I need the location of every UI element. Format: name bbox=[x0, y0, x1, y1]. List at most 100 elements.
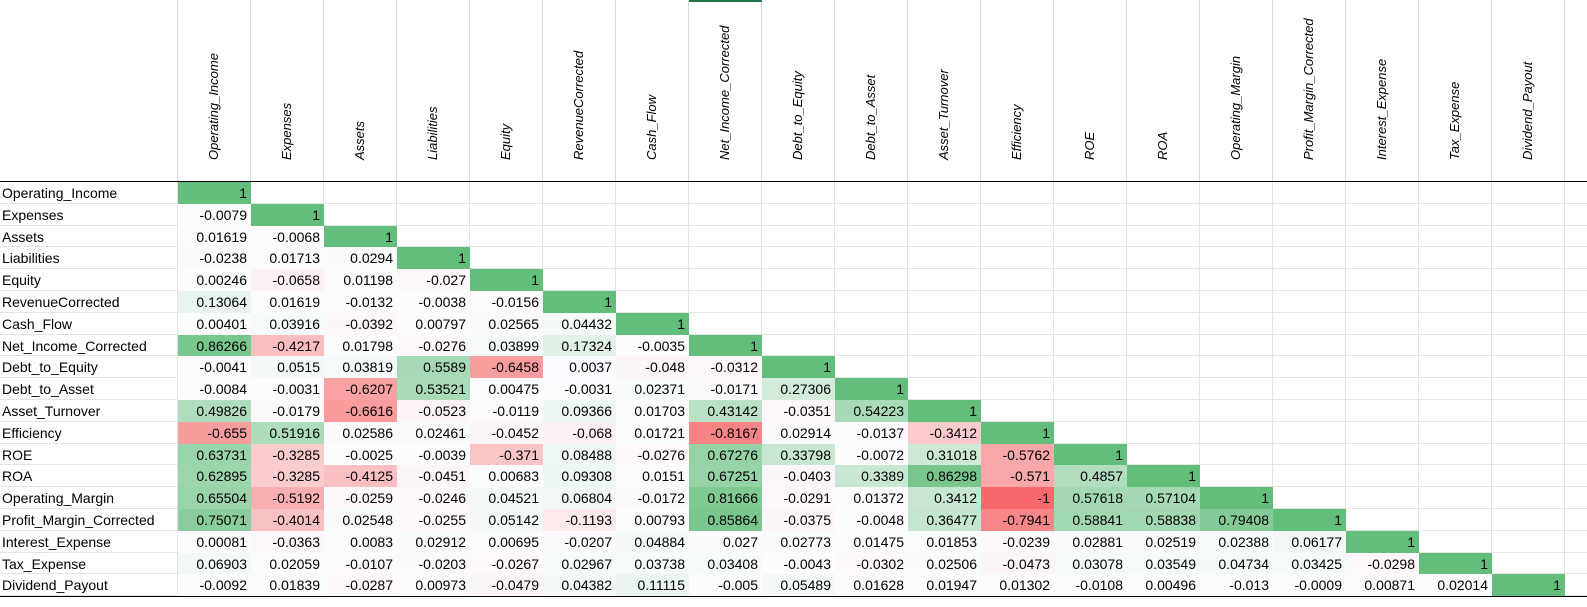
correlation-cell[interactable]: -0.027 bbox=[397, 269, 470, 291]
column-header[interactable]: Expenses bbox=[251, 0, 324, 182]
correlation-cell[interactable]: -0.0107 bbox=[324, 553, 397, 575]
column-header[interactable]: ROA bbox=[1127, 0, 1200, 182]
correlation-cell[interactable]: 0.00475 bbox=[470, 378, 543, 400]
column-header[interactable]: Liabilities bbox=[397, 0, 470, 182]
row-label[interactable]: Dividend_Payout bbox=[0, 574, 178, 596]
column-header[interactable]: Profit_Margin_Corrected bbox=[1273, 0, 1346, 182]
correlation-cell[interactable]: 0.4857 bbox=[1054, 465, 1127, 487]
correlation-cell[interactable]: -0.655 bbox=[178, 422, 251, 444]
correlation-cell[interactable]: -0.0041 bbox=[178, 356, 251, 378]
correlation-cell[interactable]: 0.08488 bbox=[543, 444, 616, 466]
correlation-cell[interactable]: 1 bbox=[981, 422, 1054, 444]
correlation-cell[interactable]: -0.0452 bbox=[470, 422, 543, 444]
correlation-cell[interactable]: -0.3412 bbox=[908, 422, 981, 444]
column-header[interactable]: Operating_Margin bbox=[1200, 0, 1273, 182]
column-header[interactable]: Debt_to_Equity bbox=[762, 0, 835, 182]
correlation-cell[interactable]: -0.571 bbox=[981, 465, 1054, 487]
row-label[interactable]: Interest_Expense bbox=[0, 531, 178, 553]
correlation-cell[interactable]: 0.67276 bbox=[689, 444, 762, 466]
column-header[interactable]: Tax_Expense bbox=[1419, 0, 1492, 182]
correlation-cell[interactable]: 1 bbox=[762, 356, 835, 378]
correlation-cell[interactable]: 0.58841 bbox=[1054, 509, 1127, 531]
correlation-cell[interactable]: -0.0092 bbox=[178, 574, 251, 596]
correlation-cell[interactable]: 0.0515 bbox=[251, 356, 324, 378]
column-header[interactable]: Assets bbox=[324, 0, 397, 182]
correlation-cell[interactable]: 0.58838 bbox=[1127, 509, 1200, 531]
correlation-cell[interactable]: 0.81666 bbox=[689, 487, 762, 509]
correlation-cell[interactable]: 0.49826 bbox=[178, 400, 251, 422]
correlation-cell[interactable]: -0.0312 bbox=[689, 356, 762, 378]
correlation-cell[interactable]: 0.0083 bbox=[324, 531, 397, 553]
correlation-cell[interactable]: 0.0037 bbox=[543, 356, 616, 378]
column-header[interactable]: Cash_Flow bbox=[616, 0, 689, 182]
correlation-cell[interactable]: 0.33798 bbox=[762, 444, 835, 466]
correlation-cell[interactable]: 0.3412 bbox=[908, 487, 981, 509]
correlation-cell[interactable]: -0.0403 bbox=[762, 465, 835, 487]
correlation-cell[interactable]: -0.0302 bbox=[835, 553, 908, 575]
row-label[interactable]: Efficiency bbox=[0, 422, 178, 444]
correlation-cell[interactable]: -0.1193 bbox=[543, 509, 616, 531]
row-label[interactable]: Equity bbox=[0, 269, 178, 291]
correlation-cell[interactable]: 0.01619 bbox=[251, 291, 324, 313]
correlation-cell[interactable]: -0.048 bbox=[616, 356, 689, 378]
correlation-cell[interactable]: -0.0043 bbox=[762, 553, 835, 575]
correlation-cell[interactable]: 0.03819 bbox=[324, 356, 397, 378]
correlation-cell[interactable]: -0.0363 bbox=[251, 531, 324, 553]
correlation-cell[interactable]: -0.0203 bbox=[397, 553, 470, 575]
correlation-cell[interactable]: 0.00246 bbox=[178, 269, 251, 291]
column-header[interactable]: Interest_Expense bbox=[1346, 0, 1419, 182]
correlation-cell[interactable]: -0.0038 bbox=[397, 291, 470, 313]
column-header[interactable]: Dividend_Payout bbox=[1492, 0, 1565, 182]
correlation-cell[interactable]: 0.63731 bbox=[178, 444, 251, 466]
correlation-cell[interactable]: 1 bbox=[835, 378, 908, 400]
column-header[interactable]: ROE bbox=[1054, 0, 1127, 182]
correlation-cell[interactable]: 0.01947 bbox=[908, 574, 981, 596]
correlation-cell[interactable]: -0.0479 bbox=[470, 574, 543, 596]
column-header[interactable]: RevenueCorrected bbox=[543, 0, 616, 182]
correlation-cell[interactable]: -0.0179 bbox=[251, 400, 324, 422]
correlation-cell[interactable]: 0.09366 bbox=[543, 400, 616, 422]
correlation-cell[interactable]: -0.0048 bbox=[835, 509, 908, 531]
correlation-cell[interactable]: 0.01198 bbox=[324, 269, 397, 291]
correlation-cell[interactable]: 0.02967 bbox=[543, 553, 616, 575]
row-label[interactable]: Expenses bbox=[0, 204, 178, 226]
correlation-cell[interactable]: 0.03408 bbox=[689, 553, 762, 575]
correlation-cell[interactable]: 0.11115 bbox=[616, 574, 689, 596]
correlation-cell[interactable]: -0.0068 bbox=[251, 226, 324, 248]
correlation-cell[interactable]: 0.00871 bbox=[1346, 574, 1419, 596]
correlation-cell[interactable]: -0.0031 bbox=[543, 378, 616, 400]
correlation-cell[interactable]: 0.02519 bbox=[1127, 531, 1200, 553]
row-label[interactable]: Operating_Margin bbox=[0, 487, 178, 509]
correlation-cell[interactable]: 0.75071 bbox=[178, 509, 251, 531]
correlation-cell[interactable]: 0.02881 bbox=[1054, 531, 1127, 553]
correlation-cell[interactable]: 0.01798 bbox=[324, 335, 397, 357]
correlation-cell[interactable]: 0.02773 bbox=[762, 531, 835, 553]
correlation-cell[interactable]: -0.7941 bbox=[981, 509, 1054, 531]
correlation-cell[interactable]: 0.00496 bbox=[1127, 574, 1200, 596]
correlation-cell[interactable]: -0.005 bbox=[689, 574, 762, 596]
correlation-cell[interactable]: 0.03425 bbox=[1273, 553, 1346, 575]
correlation-cell[interactable]: 0.04734 bbox=[1200, 553, 1273, 575]
correlation-cell[interactable]: 0.02059 bbox=[251, 553, 324, 575]
correlation-cell[interactable]: 0.3389 bbox=[835, 465, 908, 487]
correlation-cell[interactable]: 1 bbox=[1127, 465, 1200, 487]
correlation-cell[interactable]: -0.4217 bbox=[251, 335, 324, 357]
correlation-cell[interactable]: 0.02506 bbox=[908, 553, 981, 575]
correlation-cell[interactable]: 0.09308 bbox=[543, 465, 616, 487]
correlation-cell[interactable]: 0.01713 bbox=[251, 247, 324, 269]
correlation-cell[interactable]: 0.03738 bbox=[616, 553, 689, 575]
row-label[interactable]: Cash_Flow bbox=[0, 313, 178, 335]
correlation-cell[interactable]: 1 bbox=[251, 204, 324, 226]
correlation-cell[interactable]: 0.00683 bbox=[470, 465, 543, 487]
correlation-cell[interactable]: 0.027 bbox=[689, 531, 762, 553]
row-label[interactable]: Operating_Income bbox=[0, 182, 178, 204]
correlation-cell[interactable]: -0.0108 bbox=[1054, 574, 1127, 596]
correlation-cell[interactable]: -0.6458 bbox=[470, 356, 543, 378]
correlation-cell[interactable]: -0.0172 bbox=[616, 487, 689, 509]
correlation-cell[interactable]: 0.67251 bbox=[689, 465, 762, 487]
correlation-cell[interactable]: 0.04884 bbox=[616, 531, 689, 553]
correlation-cell[interactable]: -0.0392 bbox=[324, 313, 397, 335]
correlation-cell[interactable]: 0.00081 bbox=[178, 531, 251, 553]
correlation-cell[interactable]: 0.00695 bbox=[470, 531, 543, 553]
correlation-cell[interactable]: -0.0451 bbox=[397, 465, 470, 487]
